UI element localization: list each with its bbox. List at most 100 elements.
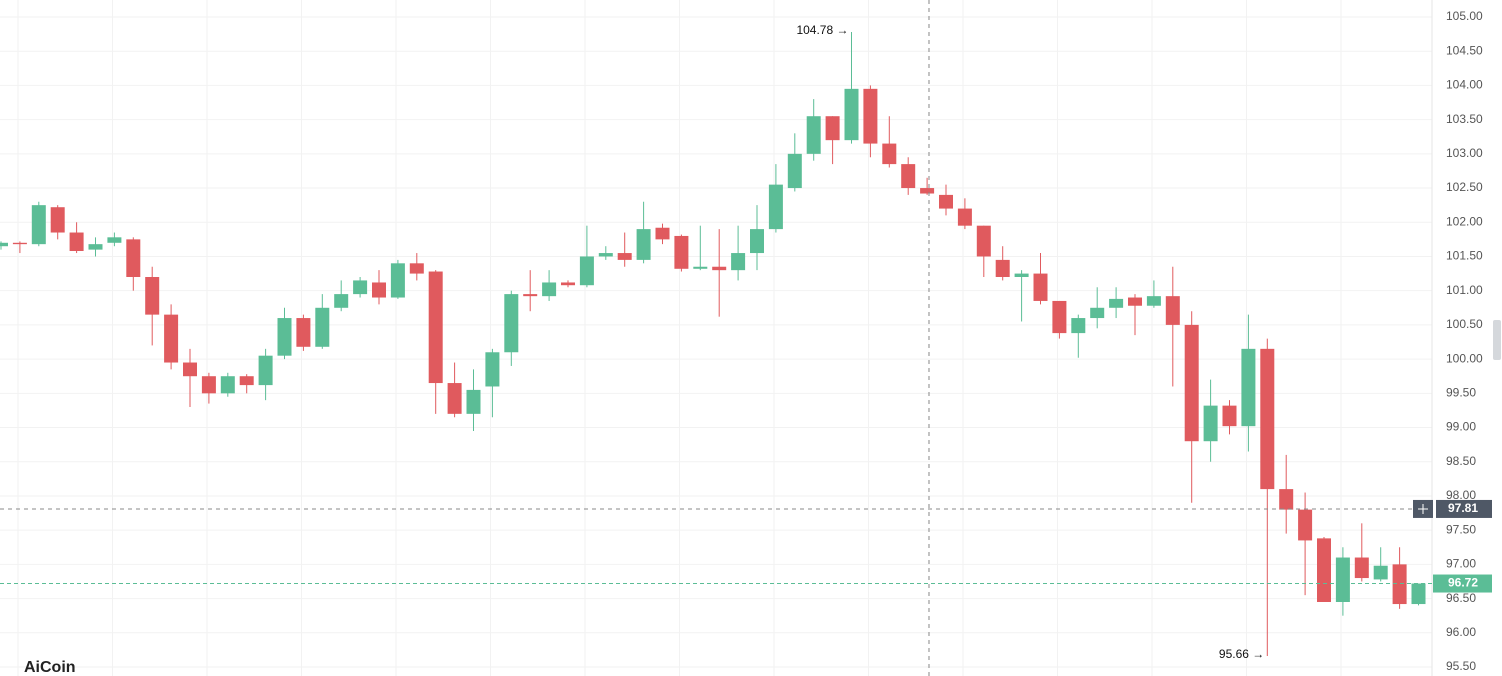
candle-body (1014, 273, 1029, 277)
candle-body (145, 277, 160, 315)
candle-body (655, 227, 670, 240)
candle-body (1260, 348, 1275, 490)
candle-body (50, 207, 65, 233)
y-tick-label: 98.50 (1446, 454, 1476, 468)
candle-body (768, 184, 783, 230)
y-tick-label: 102.50 (1446, 180, 1483, 194)
candle-body (1128, 297, 1142, 306)
candle-body (598, 253, 613, 257)
candle-body (731, 253, 746, 271)
candle-body (390, 263, 405, 298)
candle-body (1071, 318, 1086, 334)
candle-body (88, 244, 103, 250)
last-price: 96.72 (1448, 576, 1478, 590)
candle-body (1109, 298, 1124, 308)
candle-body (1222, 405, 1237, 427)
plot (0, 0, 1433, 676)
candle-body (1090, 307, 1105, 319)
candle-body (787, 153, 802, 189)
y-tick-label: 104.50 (1446, 43, 1483, 57)
candle-body (428, 271, 443, 384)
candle-body (353, 280, 368, 295)
candle-body (750, 229, 764, 254)
y-tick-label: 99.50 (1446, 385, 1476, 399)
candle-body (485, 352, 500, 387)
candle-body (12, 242, 27, 245)
candle-body (447, 383, 462, 414)
y-tick-label: 95.50 (1446, 659, 1476, 673)
candle-body (1317, 538, 1331, 602)
candle-body (296, 318, 311, 347)
candle-body (107, 237, 122, 243)
y-tick-label: 102.00 (1446, 214, 1483, 228)
candle-body (693, 266, 708, 269)
candle-body (201, 376, 216, 394)
annotation: 104.78 → (796, 23, 848, 37)
candle-body (372, 282, 386, 298)
candle-body (995, 259, 1010, 277)
candle-body (1184, 324, 1199, 442)
candle-body (1241, 348, 1256, 427)
candle-body (1279, 489, 1294, 510)
y-tick-label: 99.00 (1446, 420, 1476, 434)
candle-body (579, 256, 594, 286)
candle-body (315, 307, 330, 347)
crosshair-price: 97.81 (1448, 501, 1478, 515)
candle-body (1203, 405, 1218, 442)
candle-body (674, 235, 689, 269)
candle-body (239, 376, 254, 386)
candle-body (636, 229, 651, 260)
candle-body (31, 205, 46, 245)
candle-body (939, 194, 953, 209)
y-tick-label: 100.00 (1446, 351, 1483, 365)
candle-body (126, 239, 141, 277)
y-tick-label: 100.50 (1446, 317, 1483, 331)
candle-body (976, 225, 991, 257)
y-tick-label: 97.50 (1446, 522, 1476, 536)
candle-body (1392, 564, 1407, 605)
candle-body (69, 232, 84, 251)
candle-body (542, 282, 557, 297)
candle-body (164, 314, 179, 363)
candle-body (561, 282, 575, 286)
candle-body (901, 164, 916, 189)
candle-body (712, 266, 727, 271)
candle-body (523, 294, 538, 297)
candle-body (1373, 565, 1388, 580)
candle-body (1354, 557, 1369, 579)
crosshair-price-box (1436, 499, 1492, 518)
candle-body (1165, 296, 1180, 325)
candle-body (258, 355, 273, 386)
crosshair-plus (1418, 503, 1428, 514)
y-tick-label: 97.00 (1446, 557, 1476, 571)
candle-body (882, 143, 897, 165)
candle-body (957, 208, 972, 226)
candle-body (277, 318, 292, 356)
candle-body (617, 253, 632, 260)
candle-body (1052, 300, 1067, 334)
candle-body (504, 294, 519, 353)
candle-body (863, 88, 878, 144)
candle-body (1146, 296, 1161, 306)
y-tick-label: 96.00 (1446, 625, 1476, 639)
candle-body (1298, 509, 1313, 541)
candle-body (1411, 583, 1426, 605)
candle-body (806, 116, 821, 154)
y-tick-label: 103.50 (1446, 112, 1483, 126)
candle-body (0, 242, 8, 247)
candle-body (183, 362, 197, 377)
watermark: AiCoin (24, 659, 76, 676)
y-tick-label: 105.00 (1446, 9, 1483, 23)
candle-body (825, 116, 840, 141)
candle-body (920, 188, 935, 194)
candle-body (1335, 557, 1350, 602)
y-tick-label: 104.00 (1446, 78, 1483, 92)
y-tick-label: 96.50 (1446, 591, 1476, 605)
y-tick-label: 101.50 (1446, 249, 1483, 263)
scroll-handle[interactable] (1493, 320, 1501, 360)
candle-body (334, 294, 349, 308)
candle-body (220, 376, 235, 394)
y-tick-label: 101.00 (1446, 283, 1483, 297)
annotation: 95.66 → (1219, 647, 1264, 661)
